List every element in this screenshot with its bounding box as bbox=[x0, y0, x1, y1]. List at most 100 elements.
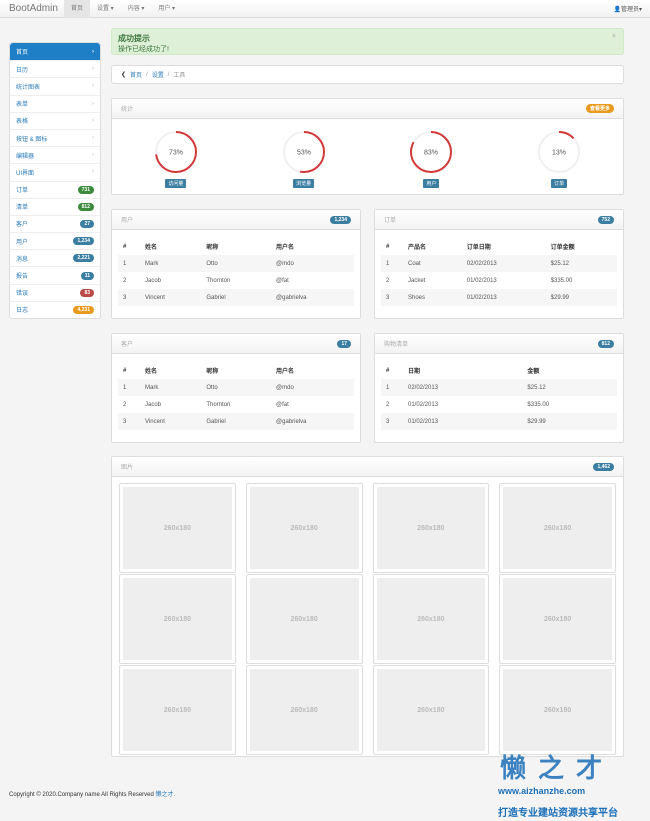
panel-badge: 812 bbox=[597, 339, 614, 348]
column-header: 用户名 bbox=[276, 369, 295, 375]
watermark-slogan: 打造专业建站资源共享平台 bbox=[498, 808, 618, 819]
sidebar-item[interactable]: 表格 › bbox=[10, 111, 100, 129]
stat-gauge: 53% 浏览量 bbox=[274, 127, 334, 188]
close-icon[interactable]: × bbox=[611, 33, 616, 40]
sidebar-item[interactable]: 订单 731 bbox=[10, 180, 100, 198]
footer-link[interactable]: 懒之才. bbox=[155, 792, 176, 798]
table-row: 3 Vincent Gabriel @gabrielva bbox=[118, 289, 354, 306]
sidebar-item[interactable]: 按钮 & 图标 › bbox=[10, 128, 100, 146]
image-placeholder: 260x180 bbox=[376, 578, 486, 660]
panel-badge: 1,462 bbox=[593, 462, 614, 471]
image-thumbnail[interactable]: 260x180 bbox=[119, 574, 236, 664]
image-thumbnail[interactable]: 260x180 bbox=[372, 574, 490, 664]
table-row: 3 01/02/2013 $29.99 bbox=[381, 413, 617, 430]
breadcrumb-current: 工具 bbox=[173, 73, 186, 79]
sidebar-item[interactable]: 消息 2,221 bbox=[10, 249, 100, 266]
image-thumbnail[interactable]: 260x180 bbox=[499, 665, 616, 755]
image-thumbnail[interactable]: 260x180 bbox=[245, 483, 363, 573]
panel-title: 客户 bbox=[121, 342, 134, 348]
nav-content[interactable]: 内容 ▾ bbox=[127, 5, 145, 12]
gauge-ring: 73% bbox=[154, 131, 197, 173]
table-cell: @fat bbox=[276, 401, 289, 408]
table-cell: 02/02/2013 bbox=[403, 379, 523, 396]
table-cell: Otto bbox=[201, 379, 272, 396]
column-header: # bbox=[386, 367, 390, 374]
sidebar-item[interactable]: 编辑器 › bbox=[10, 146, 100, 163]
table-row: 3 Vincent Gabriel @gabrielva bbox=[118, 413, 354, 430]
sidebar-item-label: 统计图表 bbox=[16, 84, 41, 91]
sidebar-item[interactable]: 表单 › bbox=[10, 94, 100, 112]
table-cell: $29.99 bbox=[522, 413, 617, 430]
user-menu[interactable]: 👤管理员▾ bbox=[613, 7, 642, 13]
sidebar-item-label: 表单 bbox=[16, 102, 29, 109]
sidebar-item[interactable]: 清单 812 bbox=[10, 197, 100, 215]
table-cell: Vincent bbox=[140, 289, 202, 306]
table-header-row: # 产品名 订单日期 订单金额 bbox=[381, 238, 617, 255]
column-header: # bbox=[386, 243, 390, 250]
image-thumbnail[interactable]: 260x180 bbox=[372, 483, 490, 573]
nav-users[interactable]: 用户 ▾ bbox=[158, 5, 176, 12]
table-row: 1 Mark Otto @mdo bbox=[118, 379, 354, 396]
watermark-url: www.aizhanzhe.com bbox=[498, 786, 586, 796]
table-cell: 1 bbox=[118, 379, 140, 396]
view-more-button[interactable]: 查看更多 bbox=[585, 104, 614, 113]
sidebar-item-label: 日历 bbox=[16, 67, 29, 74]
sidebar-item[interactable]: 报告 11 bbox=[10, 266, 100, 283]
data-table: # 姓名 昵称 用户名 1 Mark Otto @mdo 2 Jacob Thornton @fat 3… bbox=[118, 238, 354, 306]
image-placeholder: 260x180 bbox=[249, 669, 359, 751]
brand-logo[interactable]: BootAdmin bbox=[9, 3, 58, 14]
image-placeholder: 260x180 bbox=[503, 487, 612, 569]
column-header: 订单日期 bbox=[466, 245, 491, 251]
image-thumbnail[interactable]: 260x180 bbox=[119, 483, 236, 573]
image-thumbnail[interactable]: 260x180 bbox=[245, 665, 363, 755]
table-header-row: # 日期 金额 bbox=[381, 362, 617, 379]
sidebar-item-label: 按钮 & 图标 bbox=[16, 136, 48, 143]
sidebar-item-label: 客户 bbox=[16, 222, 29, 229]
image-thumbnail[interactable]: 260x180 bbox=[499, 483, 616, 573]
image-thumbnail[interactable]: 260x180 bbox=[372, 665, 490, 755]
sidebar-item[interactable]: 客户 27 bbox=[10, 214, 100, 232]
table-cell: 01/02/2013 bbox=[408, 401, 439, 408]
table-cell: $335.00 bbox=[527, 401, 550, 408]
sidebar-badge: 1,234 bbox=[73, 237, 94, 246]
sidebar-item-label: 订单 bbox=[16, 188, 29, 195]
table-panel: 订单 752 # 产品名 订单日期 订单金额 1 Coat 02/02/2013 $25.12 2 J… bbox=[374, 209, 624, 319]
panel-badge: 1,234 bbox=[330, 215, 351, 224]
svg-text:83%: 83% bbox=[424, 150, 438, 157]
image-thumbnail[interactable]: 260x180 bbox=[499, 574, 616, 664]
panel-title: 用户 bbox=[121, 218, 134, 224]
svg-text:53%: 53% bbox=[297, 150, 311, 157]
table-cell: 1 bbox=[118, 255, 140, 272]
sidebar-item[interactable]: 错误 83 bbox=[10, 283, 100, 301]
nav-home[interactable]: 首页 bbox=[64, 0, 91, 18]
sidebar-item-label: 编辑器 bbox=[16, 153, 35, 160]
table-cell: Jacob bbox=[145, 277, 162, 284]
breadcrumb: ❮ 首页 / 设置 / 工具 bbox=[111, 65, 624, 84]
gauge-arc bbox=[410, 131, 453, 173]
sidebar-item[interactable]: 首页 › bbox=[10, 43, 100, 61]
chevron-right-icon: › bbox=[92, 100, 94, 107]
sidebar-badge: 83 bbox=[80, 288, 94, 297]
sidebar-item[interactable]: UI界面 › bbox=[10, 163, 100, 180]
column-header: # bbox=[123, 243, 127, 250]
sidebar-item[interactable]: 用户 1,234 bbox=[10, 232, 100, 249]
breadcrumb-home[interactable]: 首页 bbox=[130, 73, 143, 79]
table-cell: $25.12 bbox=[545, 255, 617, 272]
breadcrumb-settings[interactable]: 设置 bbox=[151, 73, 164, 79]
nav-settings[interactable]: 设置 ▾ bbox=[97, 5, 114, 12]
watermark-logo: 懒之才 bbox=[500, 753, 615, 783]
data-table: # 日期 金额 1 02/02/2013 $25.12 2 01/02/2013 $335.00… bbox=[381, 362, 617, 430]
gauge-ring: 83% bbox=[410, 131, 453, 173]
sidebar-item[interactable]: 统计图表 › bbox=[10, 77, 100, 94]
sidebar-item[interactable]: 日志 4,231 bbox=[10, 300, 100, 318]
sidebar-item-label: 日志 bbox=[16, 308, 29, 315]
image-placeholder: 260x180 bbox=[249, 487, 359, 569]
chevron-right-icon: › bbox=[92, 48, 94, 55]
image-thumbnail[interactable]: 260x180 bbox=[119, 665, 236, 755]
image-thumbnail[interactable]: 260x180 bbox=[245, 574, 363, 664]
gauge-ring: 53% bbox=[282, 131, 325, 173]
sidebar-item[interactable]: 日历 › bbox=[10, 60, 100, 77]
sidebar-item-label: 消息 bbox=[16, 256, 29, 263]
table-cell: Vincent bbox=[140, 413, 202, 430]
table-cell: 2 bbox=[123, 277, 127, 284]
